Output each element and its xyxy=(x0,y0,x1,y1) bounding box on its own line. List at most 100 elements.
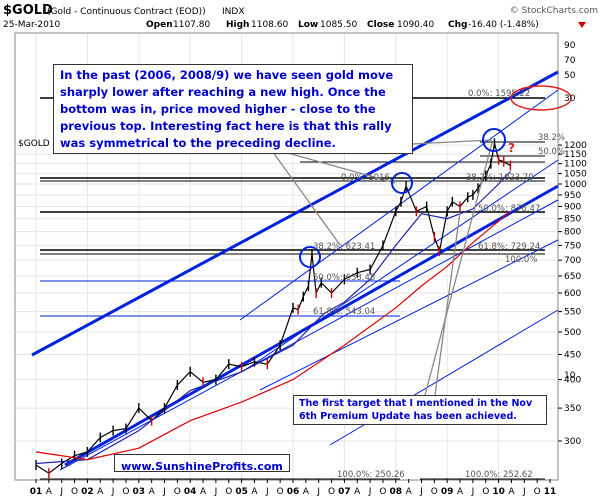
x-tick-label: J xyxy=(471,487,475,497)
high-label: High xyxy=(226,20,249,30)
chg-label: Chg xyxy=(448,20,467,30)
y-tick-label: 950 xyxy=(564,191,581,201)
credit-label: © StockCharts.com xyxy=(510,6,598,16)
x-tick-label: O xyxy=(174,487,181,497)
x-tick-label: J xyxy=(111,487,115,497)
x-tick-label: O xyxy=(122,487,129,497)
x-tick-label: J xyxy=(214,487,218,497)
trend-channel xyxy=(31,70,559,471)
y-tick-label: 550 xyxy=(564,308,581,318)
symbol-description: (Gold - Continuous Contract (EOD)) xyxy=(47,7,206,17)
channel-upper-line xyxy=(31,70,559,357)
y-tick-label-extra: 10 xyxy=(564,371,576,381)
fib-label-08-50: 50.0%: 876.47 xyxy=(478,204,540,214)
connector-note-2006 xyxy=(269,147,341,246)
circle-2008-peak xyxy=(391,172,413,194)
website-link[interactable]: www.SunshineProfits.com xyxy=(121,460,283,473)
red-ellipse-target xyxy=(510,85,572,111)
x-tick-label: O xyxy=(431,487,438,497)
x-tick-label: A xyxy=(200,487,207,497)
y-tick-label: 850 xyxy=(564,215,581,225)
x-tick-label: A xyxy=(97,487,104,497)
x-tick-label: J xyxy=(59,487,63,497)
exchange-label: INDX xyxy=(222,7,244,17)
connector-target-2 xyxy=(434,211,461,396)
x-tick-label: A xyxy=(457,487,464,497)
x-tick-label: J xyxy=(368,487,372,497)
y-tick-label-extra: 70 xyxy=(564,56,576,66)
x-tick-label: O xyxy=(225,487,232,497)
symbol-title: $GOLD xyxy=(3,3,53,18)
series-line-1 xyxy=(35,171,511,465)
x-tick-label: A xyxy=(303,487,310,497)
date-label: 25-Mar-2010 xyxy=(3,20,61,30)
chg-value: -16.40 (-1.48%) xyxy=(468,20,539,30)
x-tick-label: 09 xyxy=(441,487,454,497)
fib-label-06-38: 38.2%: 623.41 xyxy=(313,242,375,252)
x-tick-label: 11 xyxy=(544,487,557,497)
y-tick-label: 600 xyxy=(564,289,581,299)
target-annotation-text: The first target that I mentioned in the… xyxy=(299,398,533,422)
x-tick-label: O xyxy=(328,487,335,497)
x-tick-label: O xyxy=(534,487,541,497)
channel-thin-line-4 xyxy=(59,199,559,471)
connector-target-1 xyxy=(424,142,493,396)
low-label: Low xyxy=(298,20,318,30)
channel-thin-line-2 xyxy=(244,159,559,371)
x-tick-label: 07 xyxy=(338,487,351,497)
open-value: 1107.80 xyxy=(173,20,210,30)
fib-label-08-100: 100.0% xyxy=(505,255,537,265)
open-label: Open xyxy=(146,20,173,30)
channel-thin-line-3 xyxy=(259,239,559,391)
x-tick-label: 06 xyxy=(287,487,300,497)
x-tick-label: 03 xyxy=(133,487,146,497)
y-tick-label: 1000 xyxy=(564,180,587,190)
y-tick-label: 1200 xyxy=(564,141,587,151)
fib-label-08-38: 38.2%: 1023.70 xyxy=(466,173,534,183)
main-annotation-box: In the past (2006, 2008/9) we have seen … xyxy=(53,64,413,154)
y-tick-label: 1150 xyxy=(564,150,587,160)
y-tick-label: 350 xyxy=(564,404,581,414)
y-tick-label: 1100 xyxy=(564,160,587,170)
x-tick-label: 04 xyxy=(184,487,197,497)
x-tick-label: O xyxy=(482,487,489,497)
x-axis: 01 A J O 02 A J O 03 A J O 04 A J O 05 A J O 06 A J O 07 A J O 08 A J O… xyxy=(30,479,557,497)
x-tick-label: J xyxy=(419,487,423,497)
website-box[interactable]: www.SunshineProfits.com xyxy=(114,454,290,473)
y-tick-label: 900 xyxy=(564,202,581,212)
high-value: 1108.60 xyxy=(251,20,288,30)
y-tick-label: 700 xyxy=(564,256,581,266)
series-label: $GOLD xyxy=(18,139,50,149)
target-annotation-box: The first target that I mentioned in the… xyxy=(293,395,547,425)
x-tick-label: A xyxy=(251,487,258,497)
x-tick-label: 01 xyxy=(30,487,43,497)
x-tick-label: A xyxy=(149,487,156,497)
fib-label-06-50: 50.0%: 633.48 xyxy=(313,273,375,283)
y-tick-label: 300 xyxy=(564,437,581,447)
x-tick-label: A xyxy=(406,487,413,497)
fib-label-top-50: 50.0% xyxy=(538,147,565,157)
highlight-circles xyxy=(299,85,572,268)
y-tick-label: 500 xyxy=(564,328,581,338)
y-tick-label: 450 xyxy=(564,350,581,360)
x-tick-label: O xyxy=(277,487,284,497)
y-tick-label-extra: 30 xyxy=(564,94,576,104)
circle-2010-peak xyxy=(482,128,506,152)
y-tick-label: 400 xyxy=(564,376,581,386)
down-triangle-icon xyxy=(578,22,586,28)
fib-label-06-61: 61.8%: 543.04 xyxy=(313,307,375,317)
x-tick-label: 05 xyxy=(235,487,248,497)
question-mark: ? xyxy=(508,141,515,155)
x-tick-label: J xyxy=(265,487,269,497)
x-tick-label: J xyxy=(522,487,526,497)
x-tick-label: 02 xyxy=(81,487,94,497)
fib-label-group: 0.0%: 1595.22 38.2% 50.0% 0.0%: 1016. 38… xyxy=(313,89,565,480)
series-layer xyxy=(35,138,512,479)
y-tick-label: 1050 xyxy=(564,170,587,180)
series-line-2 xyxy=(35,210,511,461)
x-tick-label: J xyxy=(316,487,320,497)
y-axis: 3003504004505005506006507007508008509009… xyxy=(558,41,587,447)
fib-label-bottom-100a: 100.0%: 250.26 xyxy=(337,470,405,480)
main-annotation-text: In the past (2006, 2008/9) we have seen … xyxy=(60,68,394,150)
